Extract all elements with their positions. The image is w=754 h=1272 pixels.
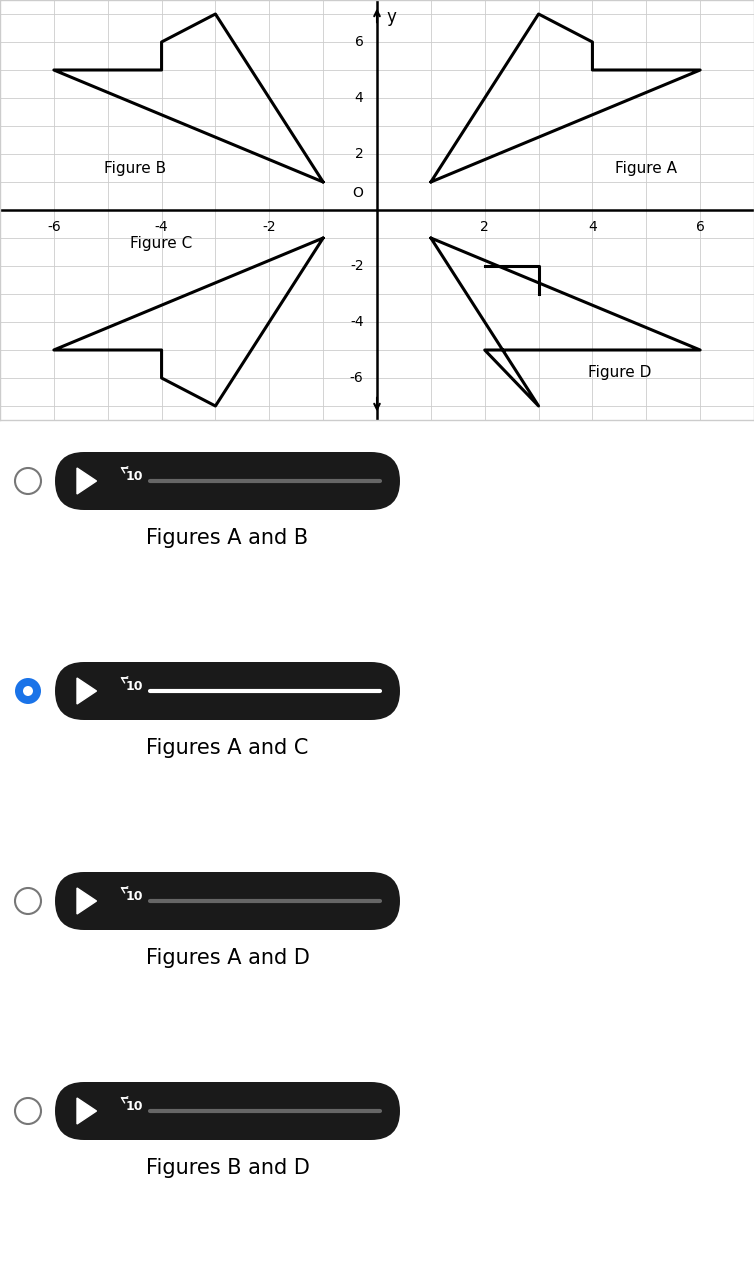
Circle shape [15,1098,41,1124]
Polygon shape [77,468,97,494]
Text: -4: -4 [155,220,168,234]
Polygon shape [77,1098,97,1124]
Text: Figure A: Figure A [615,160,677,176]
Text: 2: 2 [355,148,363,162]
Text: 4: 4 [355,92,363,106]
Text: 10: 10 [126,471,143,483]
Text: Figures A and C: Figures A and C [146,738,308,758]
Text: 10: 10 [126,890,143,903]
Text: 10: 10 [126,1100,143,1113]
Text: -2: -2 [262,220,276,234]
Circle shape [15,888,41,915]
Text: y: y [387,9,397,27]
Text: 4: 4 [588,220,597,234]
Text: Figure C: Figure C [130,237,193,251]
FancyBboxPatch shape [55,452,400,510]
FancyBboxPatch shape [55,873,400,930]
Text: Figures B and D: Figures B and D [146,1158,309,1178]
Polygon shape [77,678,97,703]
Text: 10: 10 [126,681,143,693]
Text: 6: 6 [696,220,704,234]
FancyBboxPatch shape [55,1082,400,1140]
Text: -6: -6 [47,220,61,234]
Text: Figures A and D: Figures A and D [146,948,309,968]
Text: Figures A and B: Figures A and B [146,528,308,548]
FancyBboxPatch shape [55,661,400,720]
Circle shape [23,686,33,696]
Text: O: O [353,186,363,200]
Circle shape [15,468,41,494]
Polygon shape [77,888,97,915]
Text: -2: -2 [350,259,363,273]
Text: 6: 6 [354,36,363,50]
Text: Figure B: Figure B [103,160,166,176]
Circle shape [15,678,41,703]
Text: -6: -6 [350,371,363,385]
Text: -4: -4 [350,315,363,329]
Text: 2: 2 [480,220,489,234]
Text: Figure D: Figure D [587,365,651,380]
